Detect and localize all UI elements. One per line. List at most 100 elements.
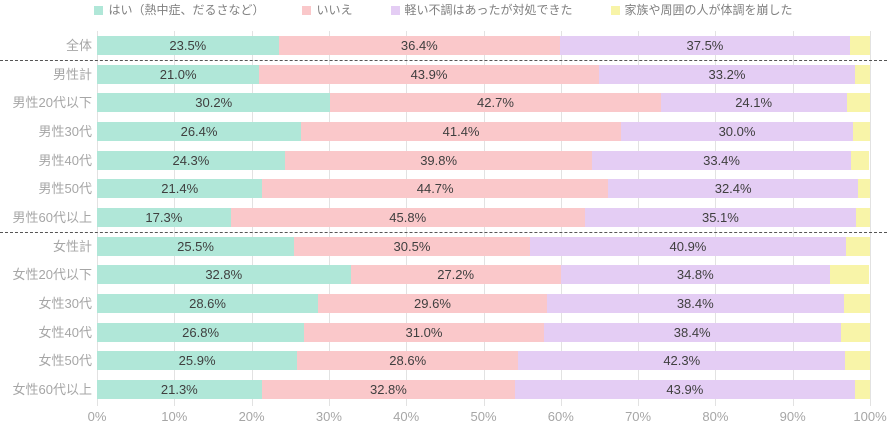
stacked-bar: 21.0% 43.9% 33.2% (97, 64, 870, 84)
stacked-bar: 23.5% 36.4% 37.5% (97, 36, 870, 55)
stacked-bar: 21.3% 32.8% 43.9% (97, 380, 870, 400)
value-label: 21.0% (159, 66, 197, 82)
legend-item: いいえ (302, 3, 353, 17)
chart-legend: はい（熱中症、だるさなど） いいえ 軽い不調はあったが対処できた 家族や周囲の人が体調… (0, 3, 887, 17)
bar-segment: 24.3% (97, 150, 285, 170)
category-label: 女性30代 (38, 296, 92, 312)
bar-segment: 32.4% (607, 179, 859, 199)
bar-segment (854, 380, 870, 400)
bar-segment: 32.8% (97, 265, 351, 285)
bar-segment: 33.2% (598, 64, 856, 84)
value-label: 30.0% (718, 124, 756, 140)
stacked-bar: 26.8% 31.0% 38.4% (97, 322, 870, 342)
group-separator-line (0, 59, 887, 61)
value-label: 24.3% (172, 152, 210, 168)
bar-row: 全体2.6%23.5%36.4%37.5% (66, 36, 870, 55)
value-label: 37.5% (686, 38, 724, 53)
stacked-bar: 32.8% 27.2% 34.8% (97, 265, 870, 285)
x-axis-tick-label: 60% (547, 409, 574, 424)
value-label: 25.9% (178, 353, 216, 369)
stacked-bar: 28.6% 29.6% 38.4% (97, 294, 870, 314)
value-label: 31.0% (405, 324, 443, 340)
bar-segment (849, 36, 870, 55)
value-label: 17.3% (145, 210, 183, 226)
x-axis-tick-label: 20% (238, 409, 265, 424)
bar-row: 女性計3.1%25.5%30.5%40.9% (53, 236, 870, 256)
bar-segment (856, 208, 870, 228)
value-label: 33.2% (708, 66, 746, 82)
value-label: 45.8% (389, 210, 427, 226)
value-label: 29.6% (414, 296, 451, 312)
bar-segment: 43.9% (259, 64, 599, 84)
bar-segment (846, 236, 870, 256)
bar-segment: 40.9% (529, 236, 847, 256)
bar-segment: 39.8% (284, 150, 593, 170)
bar-segment: 35.1% (584, 208, 857, 228)
bar-segment (829, 265, 870, 285)
bar-segment: 24.1% (660, 93, 847, 113)
category-label: 男性計 (52, 66, 92, 82)
x-axis-tick-label: 50% (470, 409, 497, 424)
bar-row: 女性40代3.8%26.8%31.0%38.4% (39, 322, 870, 342)
x-axis-tick-label: 10% (161, 409, 188, 424)
stacked-bar: 30.2% 42.7% 24.1% (97, 93, 870, 113)
category-label: 男性50代 (38, 181, 92, 197)
category-label: 女性20代以下 (12, 267, 92, 283)
bar-segment: 21.4% (97, 179, 263, 199)
value-label: 21.4% (161, 181, 199, 197)
value-label: 28.6% (189, 296, 226, 312)
bar-segment: 44.7% (262, 179, 608, 199)
value-label: 30.5% (393, 238, 431, 254)
stacked-bar: 25.5% 30.5% 40.9% (97, 236, 870, 256)
bar-segment: 34.8% (560, 265, 830, 285)
category-label: 男性20代以下 (12, 95, 92, 111)
bar-segment (852, 122, 870, 142)
x-axis-tick-label: 40% (393, 409, 420, 424)
bar-segment: 26.8% (97, 322, 305, 342)
legend-label: はい（熱中症、だるさなど） (108, 3, 265, 17)
value-label: 26.4% (180, 124, 218, 140)
bar-segment: 25.5% (97, 236, 295, 256)
x-axis-tick-label: 0% (87, 409, 107, 424)
bar-segment (843, 294, 870, 314)
value-label: 32.8% (205, 267, 243, 283)
legend-label: いいえ (316, 3, 353, 17)
x-axis-tick-label: 70% (625, 409, 652, 424)
category-label: 男性40代 (38, 152, 92, 168)
value-label: 38.4% (673, 324, 711, 340)
value-label: 36.4% (400, 38, 438, 53)
x-axis-tick-label: 100% (853, 409, 887, 424)
value-label: 35.1% (701, 210, 739, 226)
value-label: 33.4% (703, 152, 740, 168)
category-label: 男性30代 (38, 124, 92, 140)
value-label: 34.8% (676, 267, 714, 283)
value-label: 38.4% (676, 296, 714, 312)
value-label: 43.9% (666, 382, 704, 398)
bar-segment: 30.2% (97, 93, 331, 113)
bar-segment (855, 64, 870, 84)
x-axis-tick-label: 30% (315, 409, 342, 424)
bar-row: 女性50代3.2%25.9%28.6%42.3% (39, 351, 870, 371)
bar-segment: 43.9% (515, 380, 855, 400)
legend-label: 軽い不調はあったが対処できた (404, 3, 573, 17)
group-separator-line (0, 231, 887, 233)
bar-segment (846, 93, 870, 113)
stacked-bar: 17.3% 45.8% 35.1% (97, 208, 870, 228)
legend-item: 軽い不調はあったが対処できた (390, 3, 573, 17)
stacked-bar: 21.4% 44.7% 32.4% (97, 179, 870, 199)
bar-segment: 23.5% (97, 36, 279, 55)
value-label: 43.9% (410, 66, 448, 82)
value-label: 21.3% (160, 382, 198, 398)
bar-segment: 26.4% (97, 122, 302, 142)
x-axis-tick-label: 80% (702, 409, 729, 424)
bar-segment: 30.0% (621, 122, 853, 142)
bar-segment: 17.3% (97, 208, 231, 228)
stacked-bar: 24.3% 39.8% 33.4% (97, 150, 870, 170)
bar-segment: 25.9% (97, 351, 298, 371)
bar-segment: 33.4% (592, 150, 851, 170)
value-label: 39.8% (420, 152, 458, 168)
